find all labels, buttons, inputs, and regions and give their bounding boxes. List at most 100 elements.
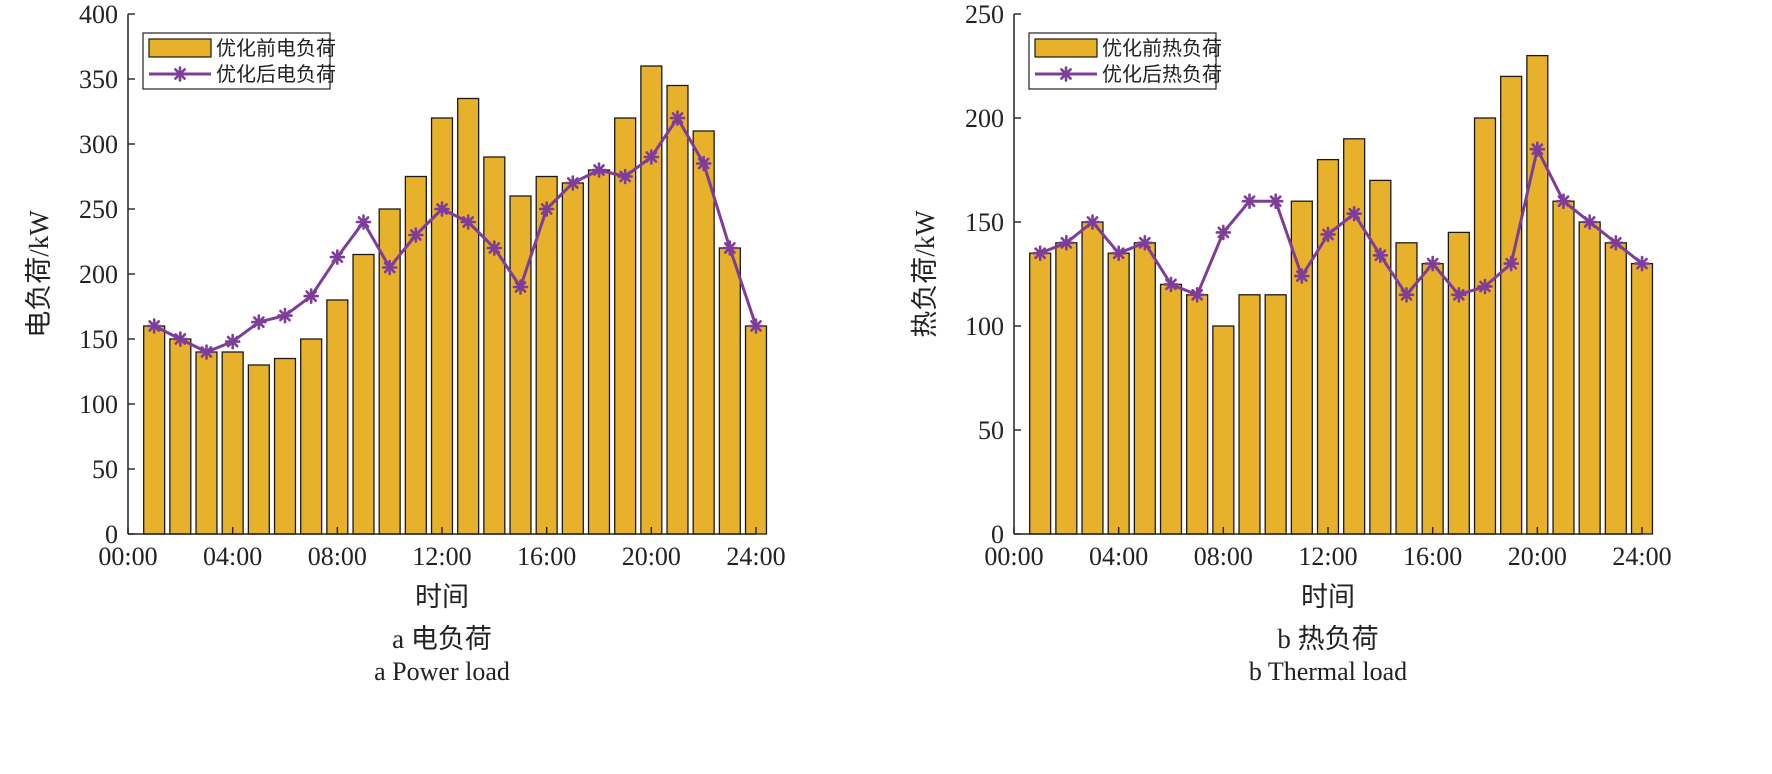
power-bar — [587, 169, 611, 535]
thermal-line-point-stroke — [1034, 247, 1047, 260]
power-bar — [430, 117, 454, 535]
thermal-line-point — [1529, 141, 1546, 157]
thermal-bar — [1055, 242, 1078, 535]
power-line-point — [748, 318, 764, 334]
thermal-bar — [1107, 252, 1130, 535]
thermal-y-tick-label: 50 — [978, 416, 1004, 445]
power-bar — [221, 351, 244, 535]
power-line-point-stroke — [462, 216, 475, 228]
thermal-y-tick-label: 200 — [965, 104, 1004, 133]
power-line-point-stroke — [148, 320, 161, 332]
power-line-point — [434, 201, 450, 217]
thermal-caption-en: b Thermal load — [1249, 657, 1407, 686]
thermal-y-tick-label: 0 — [991, 520, 1004, 549]
thermal-x-axis-label: 时间 — [1301, 582, 1355, 612]
power-line-point — [146, 318, 162, 334]
thermal-bar — [1552, 200, 1575, 535]
power-legend-star-icon-stroke — [174, 68, 186, 80]
power-bar — [273, 357, 297, 535]
thermal-line-point-stroke — [1531, 143, 1544, 156]
thermal-line-point — [1110, 245, 1127, 262]
thermal-bar — [1578, 221, 1601, 535]
thermal-legend-star-icon — [1058, 66, 1074, 82]
power-line-point — [329, 249, 346, 265]
power-bar — [169, 338, 192, 535]
thermal-x-tick-label: 00:00 — [984, 542, 1043, 571]
thermal-line-point-stroke — [1191, 288, 1204, 301]
thermal-x-tick-label: 24:00 — [1612, 542, 1671, 571]
thermal-line-point-stroke — [1086, 216, 1099, 228]
thermal-line-point-stroke — [1374, 249, 1387, 262]
power-bar — [143, 325, 166, 535]
thermal-line-point-stroke — [1243, 195, 1256, 208]
power-line-point — [669, 110, 686, 126]
thermal-line-point-stroke — [1269, 195, 1282, 208]
thermal-x-tick-label: 04:00 — [1089, 542, 1148, 571]
power-legend-label-line: 优化后电负荷 — [216, 63, 336, 86]
power-line-point — [303, 288, 319, 304]
thermal-line-point-stroke — [1400, 288, 1413, 301]
thermal-line-point — [1372, 247, 1389, 264]
power-bar — [195, 351, 218, 535]
thermal-line-point — [1503, 255, 1519, 272]
thermal-line-point-stroke — [1557, 195, 1570, 208]
power-line-point-stroke — [226, 335, 239, 348]
thermal-line-point-stroke — [1138, 236, 1151, 249]
power-x-tick-label: 20:00 — [622, 542, 681, 571]
thermal-line-point-stroke — [1583, 216, 1596, 228]
power-caption-en: a Power load — [374, 657, 510, 686]
power-x-axis-label: 时间 — [415, 582, 469, 612]
thermal-y-tick-label: 100 — [965, 312, 1004, 341]
power-bar — [561, 182, 584, 535]
power-bar — [352, 253, 375, 535]
thermal-line-series — [1039, 147, 1643, 297]
power-x-tick-label: 00:00 — [98, 542, 157, 571]
thermal-line-point — [1163, 276, 1179, 293]
thermal-x-tick-label: 08:00 — [1194, 542, 1253, 571]
thermal-x-tick-label: 12:00 — [1298, 542, 1357, 571]
thermal-bars — [1029, 54, 1654, 535]
thermal-line-point-stroke — [1165, 278, 1177, 291]
thermal-line-point — [1294, 268, 1310, 284]
power-line-point-stroke — [697, 157, 710, 170]
power-line-point-stroke — [540, 203, 553, 215]
thermal-line-point-stroke — [1479, 280, 1491, 293]
thermal-line-point — [1608, 235, 1624, 251]
power-y-tick-label: 100 — [79, 390, 118, 419]
thermal-line-point-stroke — [1505, 257, 1518, 270]
power-line-point — [381, 259, 398, 276]
power-legend-label-bar: 优化前电负荷 — [216, 37, 336, 60]
power-y-axis-label: 电负荷/kW — [24, 210, 54, 338]
thermal-line-point — [1084, 214, 1101, 230]
thermal-line-point — [1241, 193, 1258, 209]
thermal-bar — [1343, 138, 1366, 535]
thermal-x-tick-label: 20:00 — [1508, 542, 1567, 571]
power-legend-star-icon — [172, 66, 188, 82]
thermal-legend-label-bar: 优化前热负荷 — [1102, 37, 1222, 60]
power-line-point — [460, 214, 476, 230]
power-line-point — [617, 168, 633, 185]
thermal-bar — [1212, 325, 1235, 535]
power-line-point — [277, 307, 293, 324]
power-line-point — [172, 331, 189, 347]
thermal-bar — [1604, 242, 1627, 535]
power-line-point — [486, 240, 503, 256]
thermal-line-point-stroke — [1348, 207, 1361, 220]
thermal-line-point — [1451, 286, 1467, 303]
thermal-line-point-stroke — [1452, 288, 1465, 301]
power-y-tick-label: 350 — [79, 65, 118, 94]
thermal-load-chart: 0 50 100 150 200 250 00:00 04:00 08:00 12:00 16:00… — [886, 0, 1772, 774]
power-line-point-stroke — [252, 316, 265, 328]
power-caption-cn: a 电负荷 — [392, 624, 492, 654]
thermal-line-point — [1215, 224, 1232, 241]
power-line-point-stroke — [200, 346, 213, 358]
power-x-tick-label: 08:00 — [308, 542, 367, 571]
thermal-y-tick-label: 250 — [965, 0, 1004, 29]
thermal-y-tick-label: 150 — [965, 208, 1004, 237]
thermal-line-point — [1058, 235, 1075, 251]
power-y-tick-label: 50 — [92, 455, 118, 484]
thermal-bar — [1369, 179, 1392, 535]
power-load-chart: 0 50 100 150 200 250 300 350 400 00:00 04:00 08:00 1… — [24, 0, 786, 686]
